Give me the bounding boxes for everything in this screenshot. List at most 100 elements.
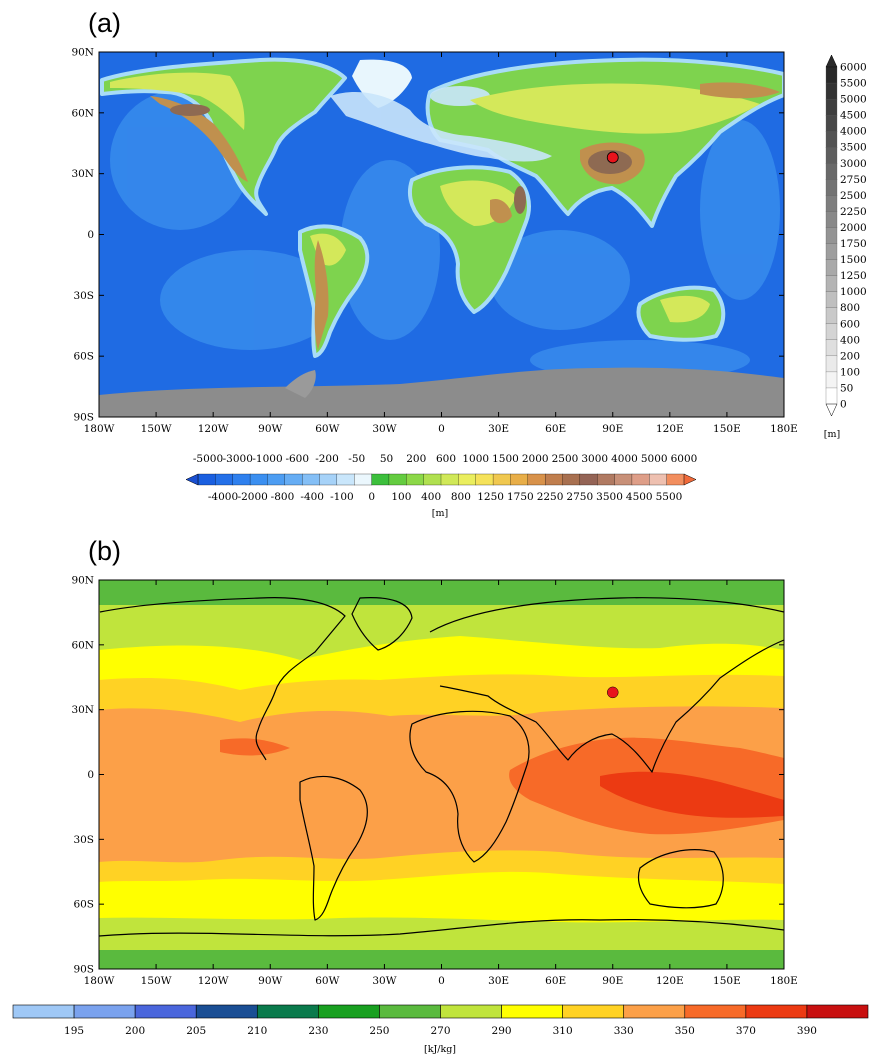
panel-a-hcolorbar-unit: [m] xyxy=(432,508,448,519)
hcolorbar-swatch xyxy=(475,473,494,486)
vcolorbar-label: 2000 xyxy=(840,222,867,234)
colorbar-b-swatch xyxy=(501,1004,563,1019)
hcolorbar-label-bottom: 4500 xyxy=(626,491,653,503)
hcolorbar-label-top: 3000 xyxy=(581,453,608,465)
panel-a-vertical-colorbar: 6000550050004500400035003000275025002250… xyxy=(825,54,867,417)
panel-a-location-marker xyxy=(606,151,619,164)
hcolorbar-swatch xyxy=(388,473,407,486)
hcolorbar-label-bottom: 1250 xyxy=(477,491,504,503)
lat-tick-label: 90N xyxy=(71,47,94,59)
lon-tick-label: 30W xyxy=(372,423,396,435)
panel-b-colorbar: 195 200 205 210 230 250 270 290 310 330 350 370 390 xyxy=(12,1004,869,1037)
hcolorbar-swatch xyxy=(440,473,459,486)
vcolorbar-label: 4500 xyxy=(840,110,867,122)
lat-tick-label: 90N xyxy=(71,575,94,587)
vcolorbar-label: 5000 xyxy=(840,94,867,106)
hcolorbar-left-arrow xyxy=(185,473,199,486)
hcolorbar-swatch xyxy=(301,473,321,486)
lon-tick-label: 0 xyxy=(438,975,445,987)
coast-antarctica xyxy=(99,919,784,937)
colorbar-b-label: 370 xyxy=(736,1025,756,1037)
hcolorbar-label-bottom: -800 xyxy=(271,491,295,503)
vcolorbar-swatch xyxy=(825,98,838,116)
hcolorbar-swatch xyxy=(423,473,442,486)
vcolorbar-swatch xyxy=(825,114,838,132)
hcolorbar-label-top: 1000 xyxy=(462,453,489,465)
vcolorbar-swatch xyxy=(825,339,838,357)
colorbar-b-swatch xyxy=(73,1004,136,1019)
vcolorbar-label: 1750 xyxy=(840,238,867,250)
colorbar-b-label: 310 xyxy=(553,1025,573,1037)
lon-tick-label: 90W xyxy=(258,975,282,987)
hcolorbar-label-top: 2500 xyxy=(552,453,579,465)
vcolorbar-label: 400 xyxy=(840,334,860,346)
hcolorbar-label-bottom: 800 xyxy=(451,491,471,503)
lon-tick-label: 60E xyxy=(545,423,566,435)
lat-tick-label: 90S xyxy=(73,412,94,424)
hcolorbar-label-top: 2000 xyxy=(522,453,549,465)
vcolorbar-swatch xyxy=(825,243,838,261)
colorbar-b-swatch xyxy=(256,1004,319,1019)
hcolorbar-swatch xyxy=(666,473,685,486)
lon-tick-label: 120W xyxy=(198,975,229,987)
vcolorbar-label: 1250 xyxy=(840,270,867,282)
colorbar-b-label: 210 xyxy=(247,1025,267,1037)
hcolorbar-label-top: -50 xyxy=(348,453,365,465)
vcolorbar-swatch xyxy=(825,163,838,180)
colorbar-b-swatch xyxy=(623,1004,686,1019)
vcolorbar-swatch xyxy=(825,131,838,148)
hcolorbar-swatch xyxy=(267,473,286,486)
vcolorbar-swatch xyxy=(825,179,838,196)
panel-a-horizontal-colorbar: -5000 -3000 -1000 -600 -200 -50 50 200 600 1000 15… xyxy=(185,453,697,503)
colorbar-b-swatch xyxy=(562,1004,625,1019)
vcolorbar-swatch xyxy=(825,275,838,293)
lon-tick-label: 90E xyxy=(602,975,623,987)
panel-b-band-390 xyxy=(600,771,784,818)
panel-b-map xyxy=(99,580,784,969)
vcolorbar-swatch xyxy=(825,355,838,373)
lon-tick-label: 90E xyxy=(602,423,623,435)
lon-tick-label: 180W xyxy=(84,975,115,987)
vcolorbar-label: 2250 xyxy=(840,206,867,218)
coast-south-america xyxy=(299,775,368,921)
colorbar-b-swatch xyxy=(745,1004,808,1019)
panel-a-antarctic-peninsula xyxy=(285,370,316,398)
lat-tick-label: 30N xyxy=(71,168,94,180)
colorbar-b-swatch xyxy=(806,1004,869,1019)
panel-a-vcolorbar-unit: [m] xyxy=(824,429,840,440)
lat-tick-label: 0 xyxy=(87,769,94,781)
panel-b-colorbar-unit: [kJ/kg] xyxy=(424,1044,456,1055)
colorbar-b-label: 230 xyxy=(308,1025,328,1037)
colorbar-b-swatch xyxy=(318,1004,380,1019)
hcolorbar-label-top: -200 xyxy=(315,453,339,465)
hcolorbar-label-bottom: 2750 xyxy=(566,491,593,503)
vcolorbar-label: 2750 xyxy=(840,174,867,186)
panel-a-highlands xyxy=(110,72,760,323)
lon-tick-label: 150W xyxy=(141,975,172,987)
lon-tick-label: 120E xyxy=(656,423,684,435)
lon-tick-label: 120E xyxy=(656,975,684,987)
vcolorbar-swatch xyxy=(825,371,838,389)
lon-tick-label: 90W xyxy=(258,423,282,435)
hcolorbar-swatch xyxy=(510,473,529,486)
hcolorbar-swatch xyxy=(597,473,616,486)
colorbar-b-label: 290 xyxy=(492,1025,512,1037)
colorbar-b-label: 205 xyxy=(186,1025,206,1037)
vcolorbar-label: 200 xyxy=(840,350,860,362)
lon-tick-label: 150W xyxy=(141,423,172,435)
lat-tick-label: 60S xyxy=(73,899,94,911)
lon-tick-label: 30W xyxy=(372,975,396,987)
hcolorbar-label-top: -600 xyxy=(285,453,309,465)
coast-greenland xyxy=(351,597,413,651)
vcolorbar-top-arrow xyxy=(825,54,838,68)
hcolorbar-label-top: -3000 xyxy=(223,453,253,465)
colorbar-b-swatch xyxy=(134,1004,197,1019)
panel-b-coastlines xyxy=(99,597,784,937)
colorbar-b-label: 250 xyxy=(369,1025,389,1037)
hcolorbar-swatch xyxy=(354,473,373,486)
hcolorbar-swatch xyxy=(562,473,581,486)
vcolorbar-swatch xyxy=(825,259,838,277)
lat-tick-label: 60S xyxy=(73,351,94,363)
